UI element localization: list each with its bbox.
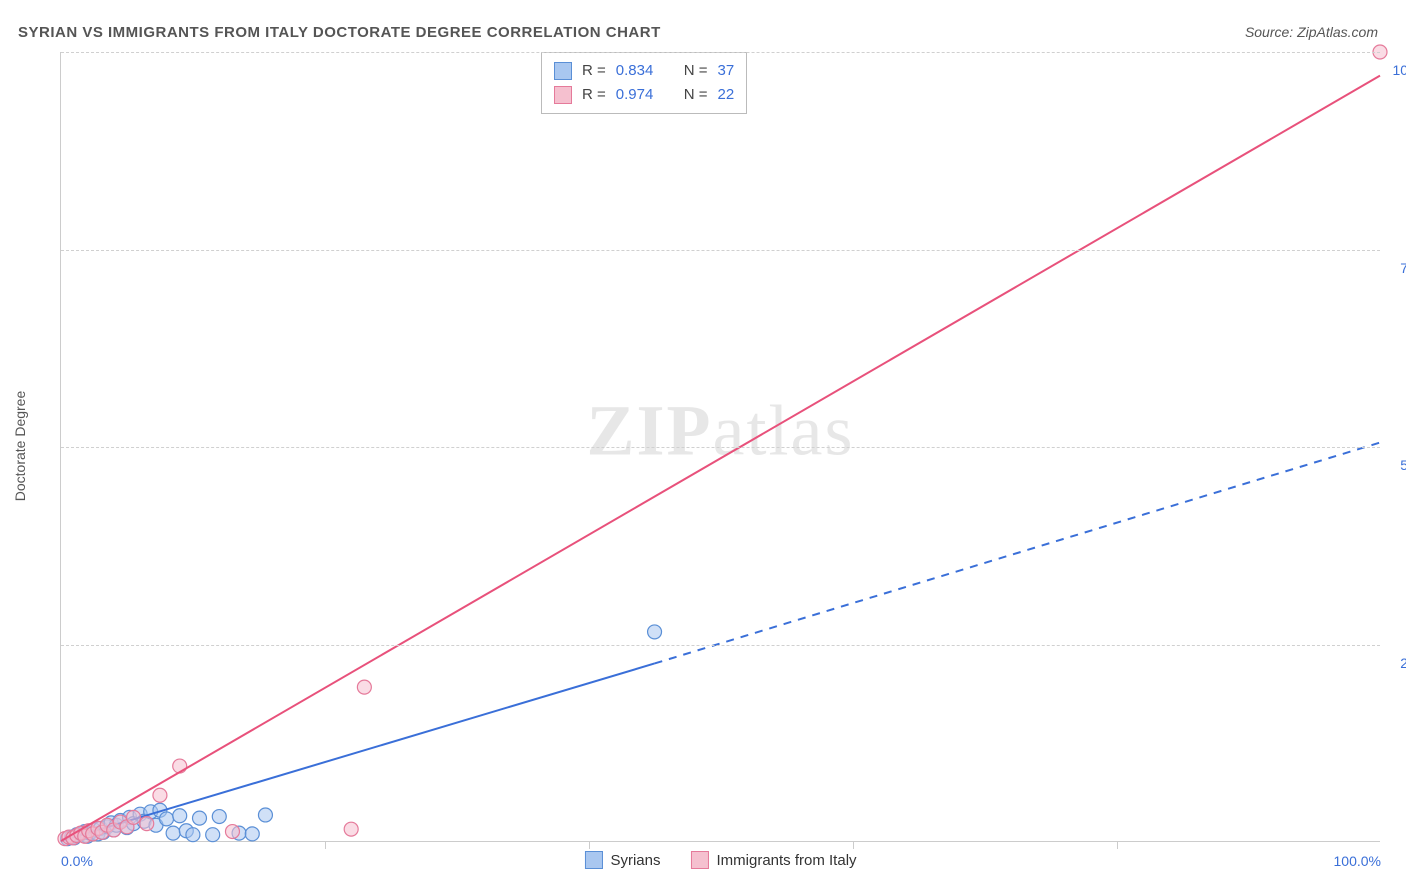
r-value-syrians: 0.834 (616, 59, 666, 83)
data-point (140, 817, 154, 831)
n-label: N = (684, 83, 708, 107)
data-point (173, 759, 187, 773)
data-point (258, 808, 272, 822)
data-point (173, 809, 187, 823)
data-point (225, 825, 239, 839)
r-value-italy: 0.974 (616, 83, 666, 107)
x-tick (853, 841, 854, 849)
x-origin-label: 0.0% (61, 853, 93, 869)
legend-correlation: R = 0.834 N = 37 R = 0.974 N = 22 (541, 52, 747, 114)
source-label: Source: ZipAtlas.com (1245, 24, 1378, 40)
gridline (61, 447, 1380, 448)
swatch-syrians (554, 62, 572, 80)
legend-label-italy: Immigrants from Italy (717, 852, 857, 869)
legend-item-italy: Immigrants from Italy (691, 851, 857, 869)
x-max-label: 100.0% (1334, 853, 1381, 869)
data-point (193, 811, 207, 825)
data-point (245, 827, 259, 841)
legend-row-syrians: R = 0.834 N = 37 (554, 59, 734, 83)
swatch-syrians-icon (584, 851, 602, 869)
legend-item-syrians: Syrians (584, 851, 660, 869)
gridline (61, 250, 1380, 251)
data-point (648, 625, 662, 639)
y-tick-label: 50.0% (1385, 457, 1406, 473)
data-point (206, 828, 220, 842)
n-label: N = (684, 59, 708, 83)
x-tick (589, 841, 590, 849)
data-point (166, 826, 180, 840)
chart-title: SYRIAN VS IMMIGRANTS FROM ITALY DOCTORAT… (18, 24, 661, 41)
legend-label-syrians: Syrians (610, 852, 660, 869)
legend-series: Syrians Immigrants from Italy (584, 851, 856, 869)
data-point (186, 828, 200, 842)
trend-line-dashed (655, 443, 1380, 664)
plot-area: ZIPatlas R = 0.834 N = 37 R = 0.974 N = … (60, 52, 1380, 842)
data-point (153, 788, 167, 802)
gridline (61, 645, 1380, 646)
swatch-italy-icon (691, 851, 709, 869)
legend-row-italy: R = 0.974 N = 22 (554, 83, 734, 107)
data-point (344, 822, 358, 836)
data-point (357, 680, 371, 694)
data-point (212, 810, 226, 824)
y-tick-label: 100.0% (1385, 62, 1406, 78)
n-value-syrians: 37 (718, 59, 735, 83)
data-point (160, 812, 174, 826)
swatch-italy (554, 86, 572, 104)
y-axis-label: Doctorate Degree (12, 391, 28, 502)
y-tick-label: 75.0% (1385, 260, 1406, 276)
trend-line (61, 76, 1380, 841)
x-tick (1117, 841, 1118, 849)
data-point (127, 810, 141, 824)
n-value-italy: 22 (718, 83, 735, 107)
r-label: R = (582, 59, 606, 83)
r-label: R = (582, 83, 606, 107)
gridline (61, 52, 1380, 53)
y-tick-label: 25.0% (1385, 655, 1406, 671)
x-tick (325, 841, 326, 849)
